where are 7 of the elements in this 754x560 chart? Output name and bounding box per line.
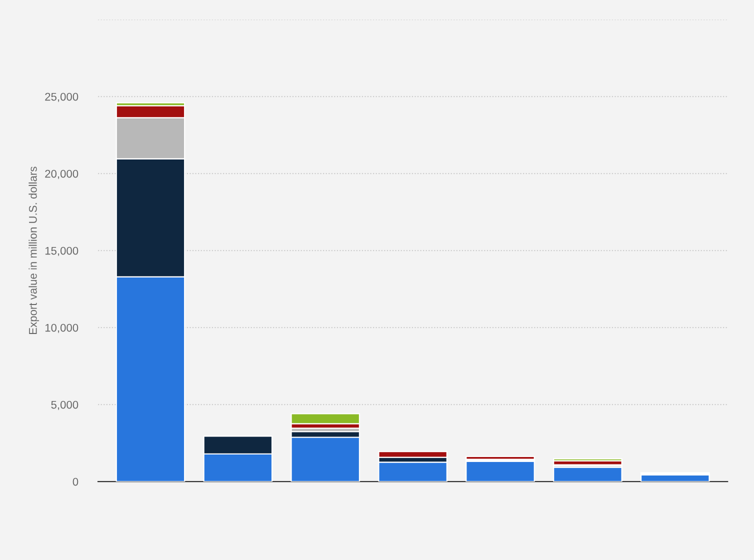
y-tick-label: 20,000 bbox=[45, 170, 78, 180]
y-tick-label: 15,000 bbox=[45, 246, 78, 256]
y-tick-label: 10,000 bbox=[45, 324, 78, 334]
y-tick-label: 25,000 bbox=[45, 92, 78, 102]
y-tick-label: 0 bbox=[72, 478, 78, 486]
y-axis-title: Export value in million U.S. dollars bbox=[28, 166, 40, 334]
y-tick-label: 5,000 bbox=[51, 400, 78, 410]
